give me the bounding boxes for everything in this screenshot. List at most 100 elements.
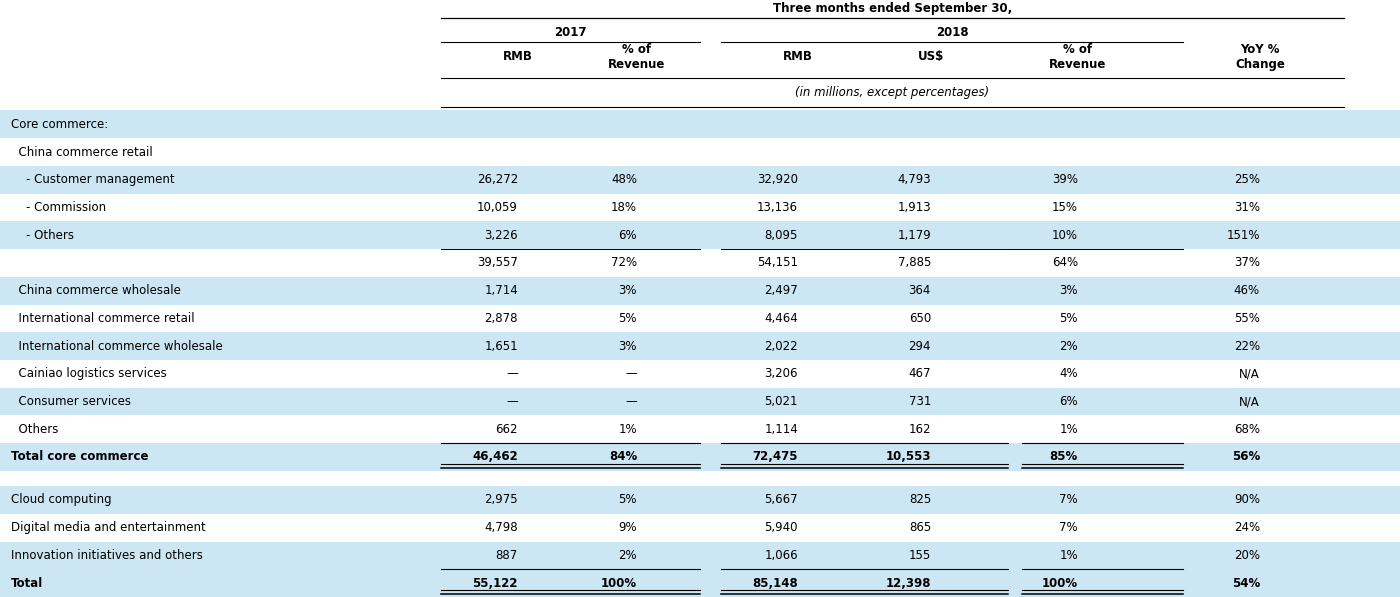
Text: —: — [626,367,637,380]
Text: 1,913: 1,913 [897,201,931,214]
Bar [0,387,1400,416]
Text: 10%: 10% [1051,229,1078,242]
Text: Three months ended September 30,: Three months ended September 30, [773,2,1012,15]
Text: 865: 865 [909,521,931,534]
Text: 4%: 4% [1060,367,1078,380]
Text: 3%: 3% [1060,284,1078,297]
Text: 5,021: 5,021 [764,395,798,408]
Text: - Others: - Others [11,229,74,242]
Text: 12,398: 12,398 [885,577,931,590]
Text: 10,553: 10,553 [885,451,931,463]
Text: 887: 887 [496,549,518,562]
Text: (in millions, except percentages): (in millions, except percentages) [795,86,990,99]
Text: 15%: 15% [1051,201,1078,214]
Text: 84%: 84% [609,451,637,463]
Text: 24%: 24% [1233,521,1260,534]
Text: 13,136: 13,136 [757,201,798,214]
Text: 32,920: 32,920 [757,173,798,186]
Text: 55%: 55% [1235,312,1260,325]
Text: —: — [507,395,518,408]
Text: 364: 364 [909,284,931,297]
Text: 54%: 54% [1232,577,1260,590]
Text: 2,878: 2,878 [484,312,518,325]
Text: 31%: 31% [1233,201,1260,214]
Text: 2%: 2% [619,549,637,562]
Text: 4,464: 4,464 [764,312,798,325]
Text: RMB: RMB [503,50,533,63]
Text: 37%: 37% [1233,257,1260,269]
Text: 294: 294 [909,340,931,353]
Text: RMB: RMB [783,50,813,63]
Text: 5%: 5% [1060,312,1078,325]
Text: 4,793: 4,793 [897,173,931,186]
Text: 18%: 18% [610,201,637,214]
Text: 1%: 1% [1060,423,1078,436]
Text: 20%: 20% [1233,549,1260,562]
Text: - Customer management: - Customer management [11,173,175,186]
Bar [0,110,1400,138]
Bar [0,221,1400,249]
Text: Core commerce:: Core commerce: [11,118,108,131]
Text: 162: 162 [909,423,931,436]
Text: 5%: 5% [619,494,637,506]
Text: Total core commerce: Total core commerce [11,451,148,463]
Text: 72%: 72% [610,257,637,269]
Text: 68%: 68% [1233,423,1260,436]
Text: 650: 650 [909,312,931,325]
Text: Cloud computing: Cloud computing [11,494,112,506]
Text: 39%: 39% [1051,173,1078,186]
Text: 5%: 5% [619,312,637,325]
Text: 1,114: 1,114 [764,423,798,436]
Text: —: — [507,367,518,380]
Text: Total: Total [11,577,43,590]
Text: 85,148: 85,148 [752,577,798,590]
Text: - Commission: - Commission [11,201,106,214]
Text: 825: 825 [909,494,931,506]
Text: Digital media and entertainment: Digital media and entertainment [11,521,206,534]
Bar [0,166,1400,193]
Text: US$: US$ [918,50,944,63]
Text: 3,206: 3,206 [764,367,798,380]
Text: 39,557: 39,557 [477,257,518,269]
Text: 731: 731 [909,395,931,408]
Text: —: — [626,395,637,408]
Text: 2,022: 2,022 [764,340,798,353]
Text: 26,272: 26,272 [477,173,518,186]
Text: 46%: 46% [1233,284,1260,297]
Text: 46,462: 46,462 [472,451,518,463]
Text: 155: 155 [909,549,931,562]
Text: 1%: 1% [1060,549,1078,562]
Text: 22%: 22% [1233,340,1260,353]
Text: China commerce retail: China commerce retail [11,146,153,159]
Text: N/A: N/A [1239,367,1260,380]
Text: 9%: 9% [619,521,637,534]
Text: 100%: 100% [601,577,637,590]
Text: 55,122: 55,122 [473,577,518,590]
Text: 3%: 3% [619,284,637,297]
Text: 48%: 48% [610,173,637,186]
Text: 2017: 2017 [554,26,587,39]
Text: Cainiao logistics services: Cainiao logistics services [11,367,167,380]
Text: 662: 662 [496,423,518,436]
Text: 100%: 100% [1042,577,1078,590]
Text: 10,059: 10,059 [477,201,518,214]
Text: 72,475: 72,475 [752,451,798,463]
Text: Others: Others [11,423,59,436]
Text: 1,179: 1,179 [897,229,931,242]
Text: 90%: 90% [1233,494,1260,506]
Text: 3%: 3% [619,340,637,353]
Text: N/A: N/A [1239,395,1260,408]
Text: 4,798: 4,798 [484,521,518,534]
Text: 2,975: 2,975 [484,494,518,506]
Text: 3,226: 3,226 [484,229,518,242]
Text: % of
Revenue: % of Revenue [609,43,665,70]
Text: 2%: 2% [1060,340,1078,353]
Text: Consumer services: Consumer services [11,395,132,408]
Text: 5,940: 5,940 [764,521,798,534]
Text: 2018: 2018 [935,26,969,39]
Text: 2,497: 2,497 [764,284,798,297]
Bar [0,443,1400,471]
Text: % of
Revenue: % of Revenue [1050,43,1106,70]
Text: 64%: 64% [1051,257,1078,269]
Text: Innovation initiatives and others: Innovation initiatives and others [11,549,203,562]
